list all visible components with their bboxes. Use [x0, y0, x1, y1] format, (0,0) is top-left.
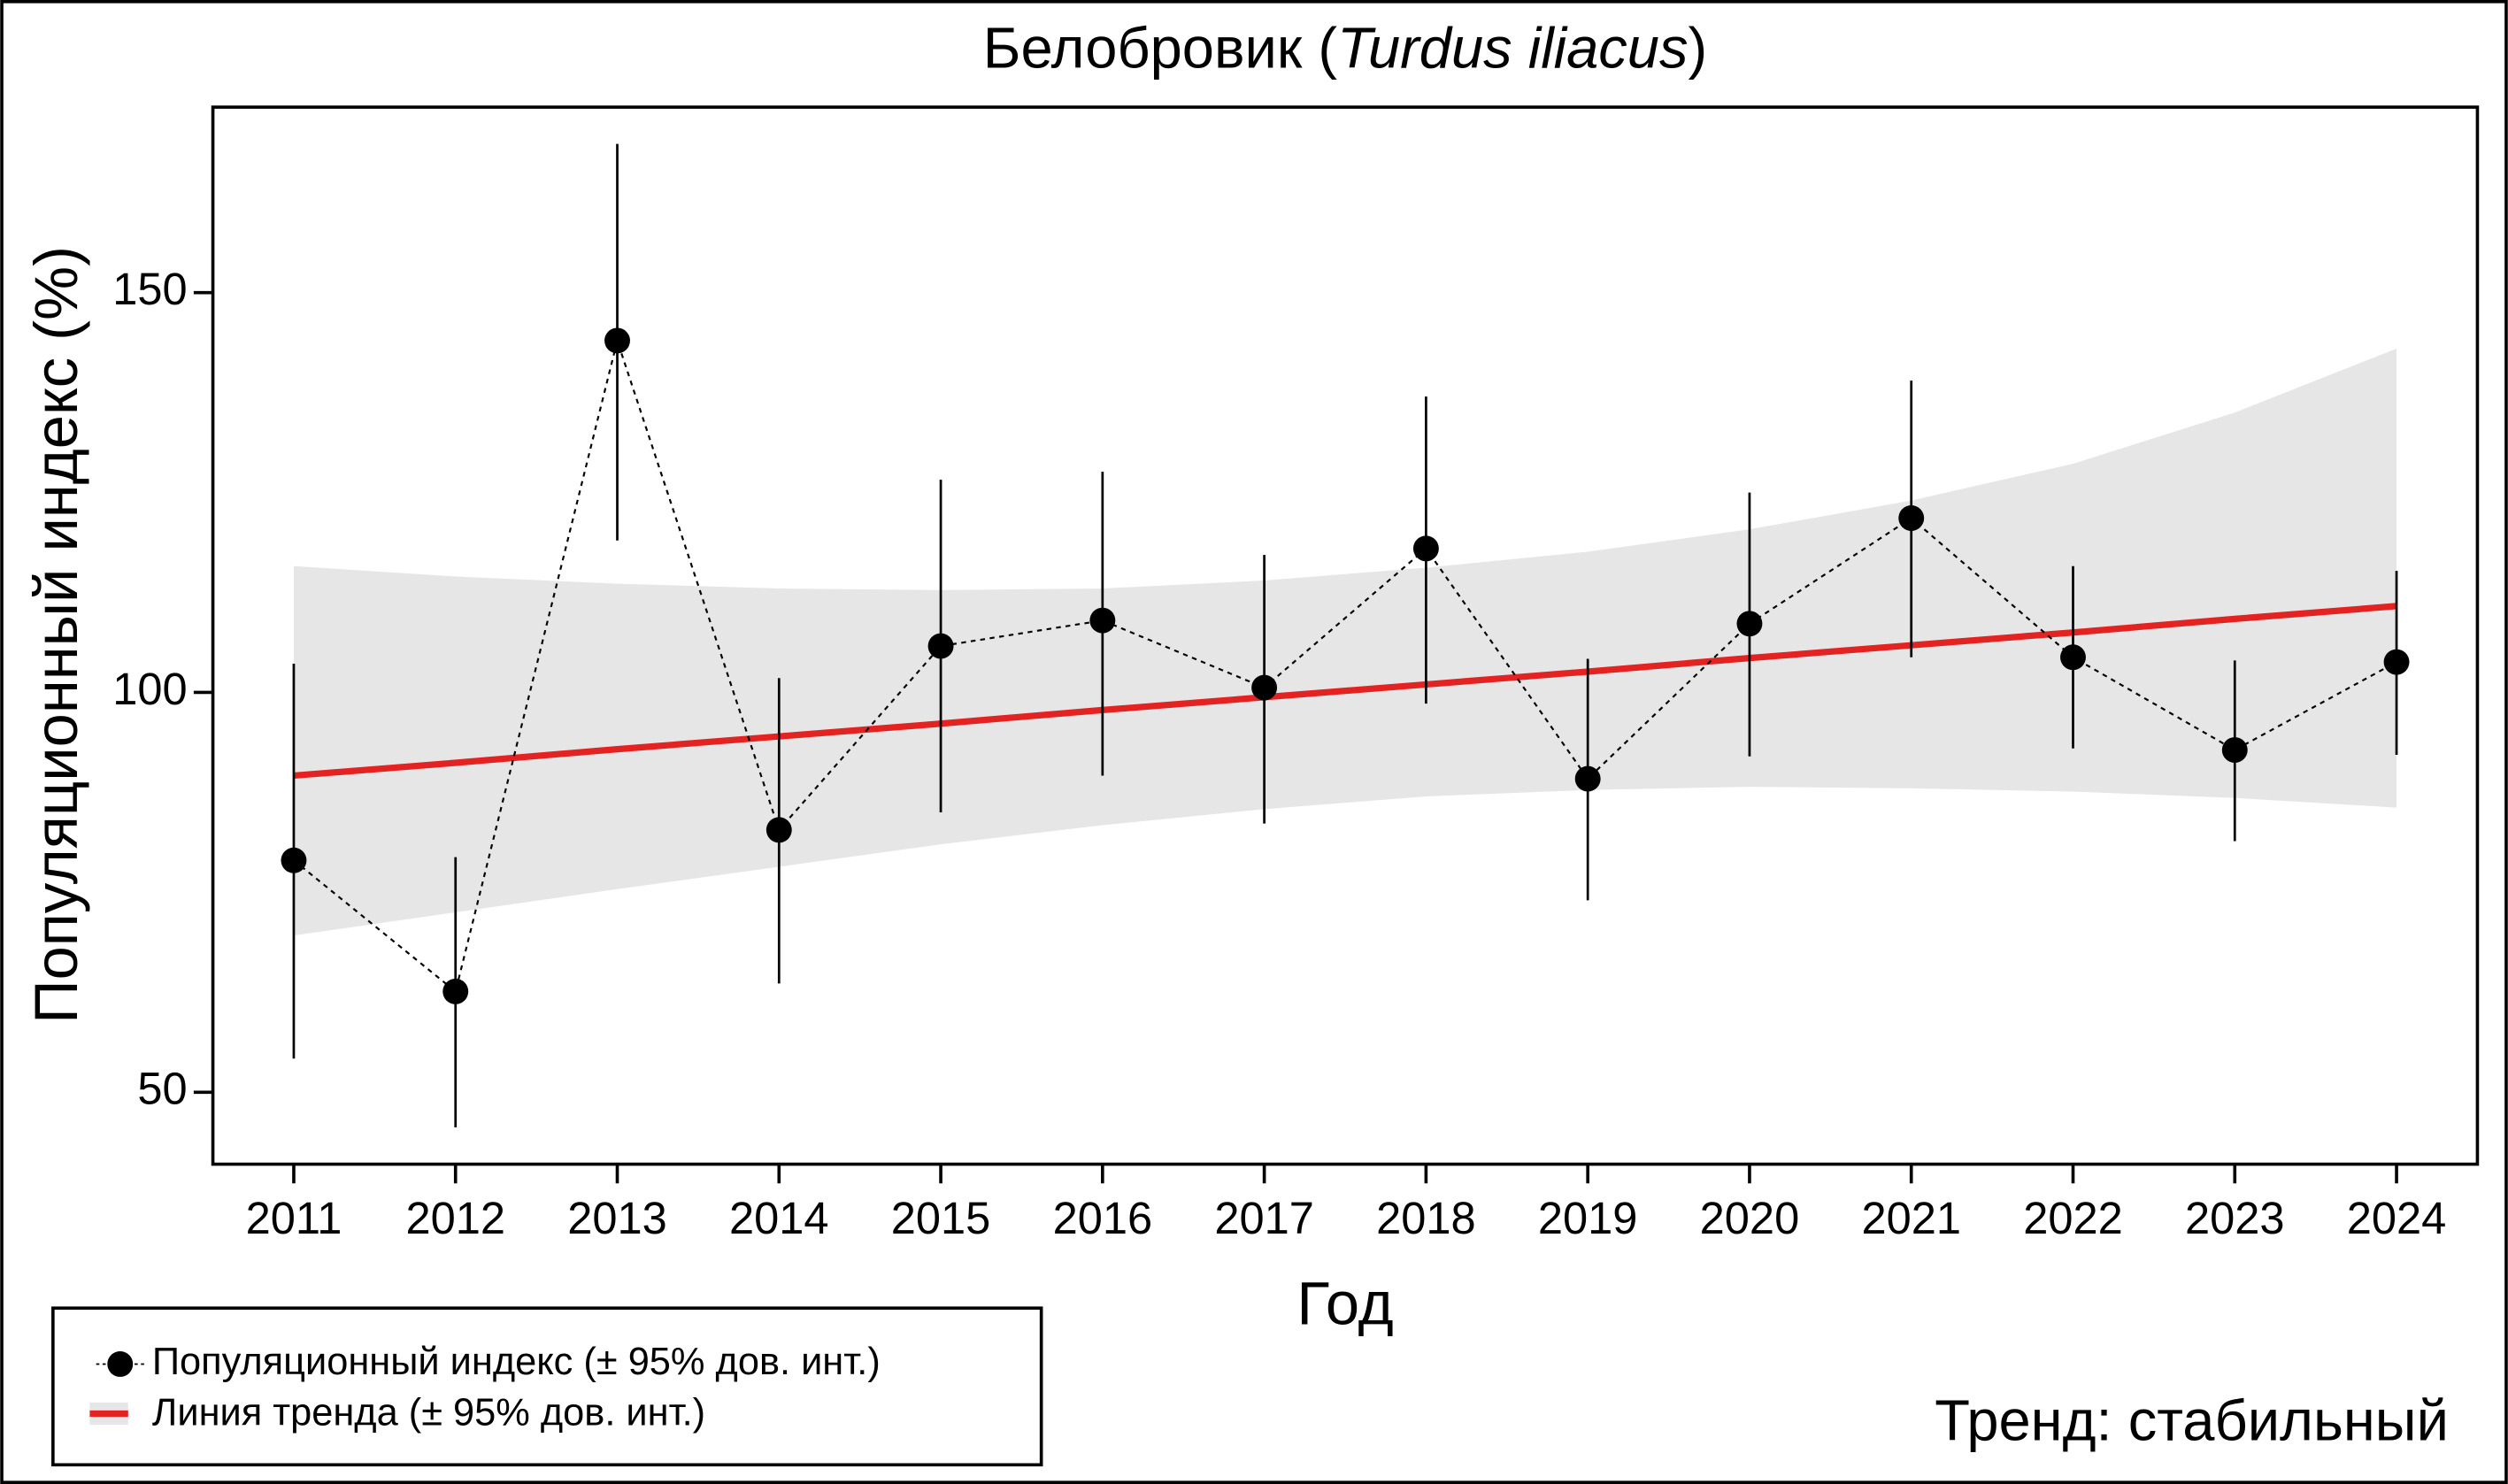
legend-label: Популяционный индекс (± 95% дов. инт.): [152, 1341, 881, 1383]
x-tick-label: 2017: [1214, 1193, 1314, 1243]
y-tick-label: 100: [112, 664, 187, 714]
x-tick-label: 2011: [246, 1193, 342, 1243]
x-tick-label: 2012: [405, 1193, 505, 1243]
trend-line: [293, 603, 2397, 780]
confidence-band: [293, 348, 2397, 936]
x-tick-label: 2019: [1538, 1193, 1638, 1243]
x-axis-label: Год: [1296, 1269, 1393, 1337]
plot-border: [211, 105, 2480, 1166]
x-tick-label: 2020: [1700, 1193, 1800, 1243]
index-point: [2060, 644, 2086, 671]
x-tick-label: 2013: [567, 1193, 667, 1243]
index-point: [281, 847, 307, 873]
title-close: ): [1689, 16, 1708, 81]
x-tick-label: 2018: [1376, 1193, 1476, 1243]
trend-annotation: Тренд: стабильный: [1935, 1388, 2449, 1452]
index-point: [1736, 611, 1763, 637]
index-point: [1898, 505, 1925, 531]
x-tick-label: 2016: [1053, 1193, 1153, 1243]
title-text: Белобровик (: [983, 16, 1338, 81]
y-tick-label: 150: [112, 264, 187, 314]
plot-area: 50 100 150 2011 2012 2013 2014 2015 2016 2017 2018…: [112, 105, 2480, 1243]
x-tick-label: 2024: [2347, 1193, 2447, 1243]
index-point: [765, 817, 792, 843]
index-point: [1574, 765, 1601, 792]
y-axis-label: Популяционный индекс (%): [22, 246, 90, 1024]
index-point: [1251, 674, 1278, 701]
title-italic: Turdus iliacus: [1337, 16, 1688, 81]
index-point: [604, 327, 630, 354]
chart-title: Белобровик (Turdus iliacus): [983, 16, 1707, 81]
index-point: [442, 978, 469, 1004]
index-point: [1412, 535, 1439, 562]
legend-marker: [107, 1351, 134, 1377]
index-point: [1089, 607, 1116, 634]
x-tick-label: 2014: [729, 1193, 829, 1243]
x-tick-label: 2022: [2023, 1193, 2123, 1243]
x-tick-label: 2023: [2185, 1193, 2285, 1243]
index-point: [927, 633, 954, 659]
index-line: [293, 337, 2397, 994]
legend-box: [51, 1306, 1043, 1467]
legend-label: Линия тренда (± 95% дов. инт.): [152, 1392, 705, 1434]
x-tick-label: 2015: [891, 1193, 991, 1243]
index-point: [2383, 649, 2410, 675]
y-tick-label: 50: [137, 1064, 187, 1114]
x-tick-label: 2021: [1861, 1193, 1961, 1243]
index-point: [2221, 737, 2248, 763]
